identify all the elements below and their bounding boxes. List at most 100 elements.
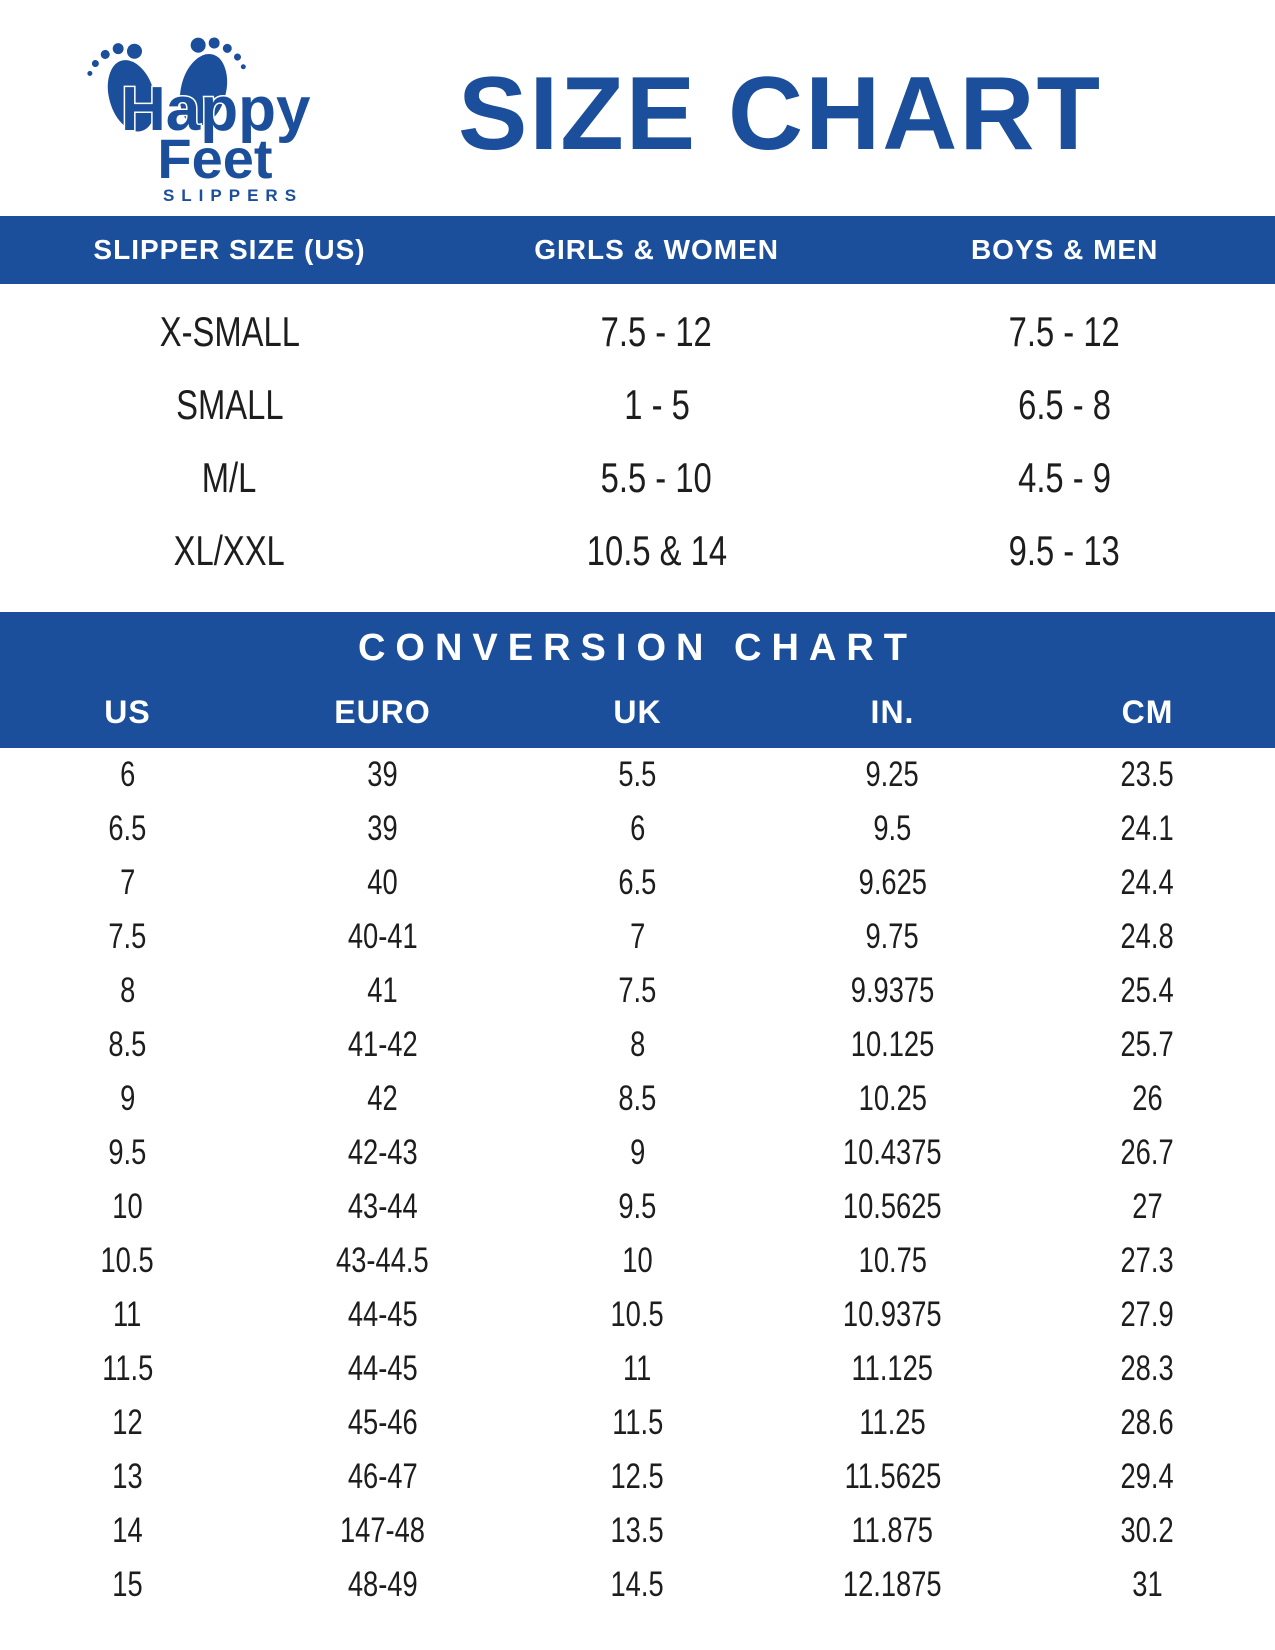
conversion-table-cell: 39 xyxy=(255,809,510,849)
conversion-table-value: 44-45 xyxy=(347,1349,418,1388)
conversion-table-value: 42 xyxy=(367,1079,398,1118)
conversion-header-us: US xyxy=(104,694,151,730)
conversion-table-cell: 10.5625 xyxy=(765,1187,1020,1227)
conversion-table-value: 30.2 xyxy=(1120,1511,1175,1550)
size-table-cell: 5.5 - 10 xyxy=(459,454,854,502)
conversion-table-cell: 41-42 xyxy=(255,1025,510,1065)
conversion-table-row: 6 39 5.5 9.25 23.5 xyxy=(0,748,1275,802)
conversion-table-value: 11.5625 xyxy=(844,1457,941,1496)
conversion-table-row: 15 48-49 14.5 12.1875 31 xyxy=(0,1558,1275,1612)
conversion-table-value: 27.3 xyxy=(1120,1241,1175,1280)
conversion-table-value: 7.5 xyxy=(618,971,657,1010)
size-header-girls-women: GIRLS & WOMEN xyxy=(534,234,779,265)
conversion-table-value: 45-46 xyxy=(347,1403,418,1442)
conversion-chart-header: CONVERSION CHART US EURO UK IN. CM xyxy=(0,612,1275,748)
conversion-table-cell: 43-44.5 xyxy=(255,1241,510,1281)
conversion-table-value: 25.7 xyxy=(1120,1025,1175,1064)
conversion-table-cell: 11 xyxy=(0,1295,255,1335)
size-table-row: SMALL 1 - 5 6.5 - 8 xyxy=(0,368,1275,441)
conversion-table-value: 39 xyxy=(367,809,398,848)
conversion-table-value: 9.25 xyxy=(865,755,920,794)
conversion-table-cell: 9.75 xyxy=(765,917,1020,957)
conversion-table-cell: 9.25 xyxy=(765,755,1020,795)
conversion-table-row: 9 42 8.5 10.25 26 xyxy=(0,1072,1275,1126)
size-table-value: 1 - 5 xyxy=(623,380,690,428)
conversion-table-value: 14 xyxy=(112,1511,143,1550)
conversion-table-value: 10 xyxy=(622,1241,653,1280)
conversion-table-cell: 10.5 xyxy=(0,1241,255,1281)
conversion-table-value: 23.5 xyxy=(1120,755,1175,794)
logo-word-slippers: SLIPPERS xyxy=(163,186,303,205)
logo-word-happy: Happy xyxy=(121,75,311,144)
conversion-table-value: 25.4 xyxy=(1120,971,1175,1010)
conversion-table-cell: 30.2 xyxy=(1020,1511,1275,1551)
page-title: SIZE CHART xyxy=(458,56,1102,172)
conversion-table-cell: 9.5 xyxy=(510,1187,765,1227)
conversion-table-cell: 11.125 xyxy=(765,1349,1020,1389)
conversion-table-value: 6 xyxy=(119,755,136,794)
conversion-table-value: 10.25 xyxy=(858,1079,927,1118)
size-table-cell: 7.5 - 12 xyxy=(854,308,1275,356)
conversion-table-cell: 39 xyxy=(255,755,510,795)
conversion-table-cell: 8 xyxy=(510,1025,765,1065)
size-table-header: SLIPPER SIZE (US) GIRLS & WOMEN BOYS & M… xyxy=(0,216,1275,284)
conversion-chart-columns: US EURO UK IN. CM xyxy=(0,692,1275,732)
conversion-header-euro: EURO xyxy=(334,694,431,730)
conversion-table-value: 44-45 xyxy=(347,1295,418,1334)
conversion-table-cell: 11.875 xyxy=(765,1511,1020,1551)
size-table-cell: 10.5 & 14 xyxy=(459,527,854,575)
conversion-table-value: 31 xyxy=(1132,1565,1163,1604)
conversion-table-row: 10.5 43-44.5 10 10.75 27.3 xyxy=(0,1234,1275,1288)
size-table-value: 10.5 & 14 xyxy=(586,526,727,574)
conversion-table-cell: 11.25 xyxy=(765,1403,1020,1443)
conversion-table-value: 7 xyxy=(629,917,646,956)
conversion-table-row: 11.5 44-45 11 11.125 28.3 xyxy=(0,1342,1275,1396)
conversion-table-cell: 11 xyxy=(510,1349,765,1389)
conversion-table-cell: 7.5 xyxy=(510,971,765,1011)
conversion-table-cell: 9 xyxy=(0,1079,255,1119)
conversion-table-value: 10 xyxy=(112,1187,143,1226)
size-table-value: SMALL xyxy=(175,380,284,428)
conversion-header-uk: UK xyxy=(613,694,662,730)
conversion-table-body: 6 39 5.5 9.25 23.5 6.5 39 6 9.5 24.1 7 40 6.5 9.625 24… xyxy=(0,748,1275,1612)
conversion-table-cell: 13.5 xyxy=(510,1511,765,1551)
conversion-table-value: 13 xyxy=(112,1457,143,1496)
conversion-table-cell: 40-41 xyxy=(255,917,510,957)
conversion-table-value: 8 xyxy=(629,1025,646,1064)
conversion-header-cm: CM xyxy=(1121,694,1174,730)
conversion-table-value: 41-42 xyxy=(347,1025,418,1064)
conversion-table-value: 6.5 xyxy=(108,809,147,848)
conversion-table-value: 46-47 xyxy=(347,1457,418,1496)
conversion-table-value: 13.5 xyxy=(610,1511,665,1550)
conversion-table-value: 10.9375 xyxy=(843,1295,942,1334)
conversion-table-value: 41 xyxy=(367,971,398,1010)
conversion-table-value: 6 xyxy=(629,809,646,848)
size-header-slipper-size: SLIPPER SIZE (US) xyxy=(93,234,366,265)
conversion-table-cell: 147-48 xyxy=(255,1511,510,1551)
conversion-table-cell: 6 xyxy=(510,809,765,849)
conversion-table-cell: 11.5 xyxy=(510,1403,765,1443)
size-table-value: XL/XXL xyxy=(173,526,286,574)
conversion-table-cell: 27.3 xyxy=(1020,1241,1275,1281)
conversion-table-value: 7 xyxy=(119,863,136,902)
conversion-table-cell: 15 xyxy=(0,1565,255,1605)
conversion-table-cell: 24.1 xyxy=(1020,809,1275,849)
conversion-table-cell: 41 xyxy=(255,971,510,1011)
conversion-table-value: 11.125 xyxy=(851,1349,934,1388)
conversion-table-row: 9.5 42-43 9 10.4375 26.7 xyxy=(0,1126,1275,1180)
conversion-table-cell: 6.5 xyxy=(510,863,765,903)
conversion-table-row: 7.5 40-41 7 9.75 24.8 xyxy=(0,910,1275,964)
conversion-table-cell: 9.5 xyxy=(765,809,1020,849)
conversion-table-cell: 5.5 xyxy=(510,755,765,795)
size-table-cell: 6.5 - 8 xyxy=(854,381,1275,429)
conversion-table-cell: 24.8 xyxy=(1020,917,1275,957)
conversion-table-row: 8.5 41-42 8 10.125 25.7 xyxy=(0,1018,1275,1072)
conversion-table-value: 9.625 xyxy=(858,863,927,902)
conversion-table-cell: 25.4 xyxy=(1020,971,1275,1011)
conversion-table-value: 11.875 xyxy=(851,1511,934,1550)
conversion-table-value: 11.5 xyxy=(101,1349,154,1388)
size-table-cell: 1 - 5 xyxy=(459,381,854,429)
conversion-table-cell: 9.5 xyxy=(0,1133,255,1173)
conversion-table-value: 27 xyxy=(1132,1187,1163,1226)
